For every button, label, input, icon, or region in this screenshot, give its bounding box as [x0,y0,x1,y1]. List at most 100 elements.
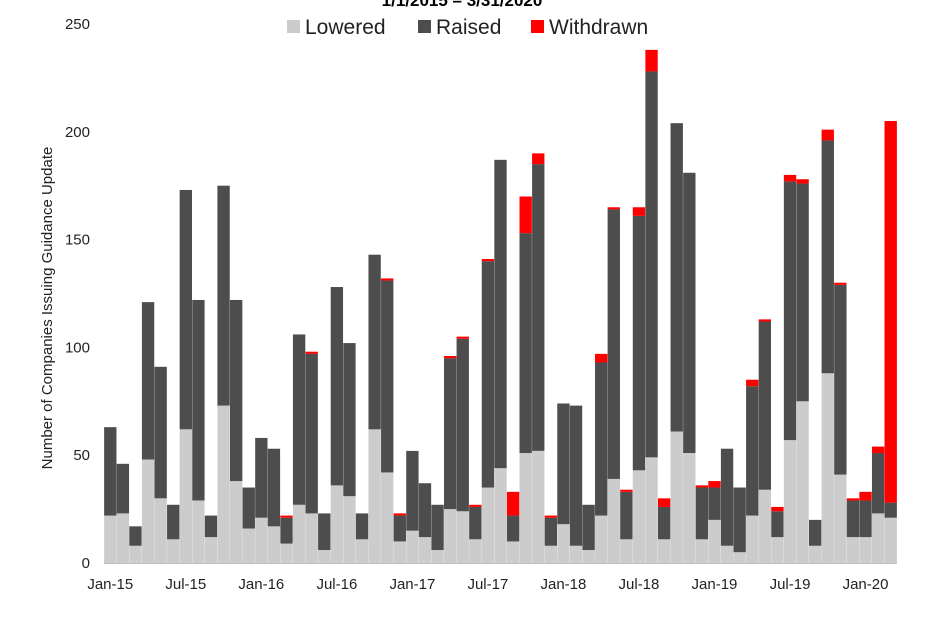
y-axis: 0 50 100 150 200 250 [65,16,90,572]
bar-raised-dec-18 [695,487,709,540]
bar-raised-mar-17 [431,504,444,551]
bar-raised-nov-15 [230,299,243,482]
bar-raised-nov-18 [683,172,696,454]
bar-lowered-nov-16 [381,472,394,563]
legend-swatch-raised [418,20,431,33]
bar-raised-dec-19 [846,500,860,538]
bar-raised-mar-19 [733,487,746,553]
bar-lowered-oct-19 [821,373,834,563]
bar-lowered-jun-17 [469,539,482,563]
bar-withdrawn-jun-18 [620,489,633,492]
bar-raised-feb-19 [720,448,734,546]
bar-lowered-jul-15 [179,429,192,563]
bar-lowered-jul-18 [632,470,646,563]
bar-withdrawn-nov-16 [381,278,394,281]
bar-lowered-apr-18 [595,515,608,563]
legend-label-raised: Raised [436,16,501,39]
x-axis: Jan-15 Jul-15 Jan-16 Jul-16 Jan-17 Jul-17 Jan-… [87,563,897,593]
bar-withdrawn-jul-19 [783,174,797,182]
chart-title: 1/1/2015 – 3/31/2020 [382,0,543,10]
bar-lowered-jan-17 [406,530,419,563]
bar-lowered-jun-15 [167,539,180,563]
bar-lowered-sep-15 [204,537,218,563]
bar-raised-may-16 [305,353,318,514]
x-tick-label: Jan-16 [238,576,284,593]
bar-lowered-dec-15 [242,528,255,563]
bar-lowered-dec-17 [544,545,558,563]
bar-raised-aug-16 [343,343,356,497]
bar-raised-aug-17 [494,159,507,469]
bar-withdrawn-jan-19 [708,481,721,488]
bar-raised-feb-18 [569,405,583,546]
y-tick-label: 50 [73,447,90,464]
bar-lowered-sep-17 [506,541,520,563]
bar-raised-jun-19 [771,511,784,538]
legend: Lowered Raised Withdrawn [287,16,648,39]
bar-raised-dec-15 [242,487,255,529]
bar-lowered-may-15 [154,498,167,563]
x-tick-label: Jan-19 [692,576,738,593]
bar-lowered-jun-18 [620,539,633,563]
y-axis-label: Number of Companies Issuing Guidance Upd… [39,147,56,470]
bar-raised-jan-19 [708,487,721,520]
bar-lowered-aug-19 [796,401,809,563]
bar-raised-mar-16 [280,517,293,544]
bar-raised-jan-17 [406,450,419,531]
bars [104,49,897,563]
bar-lowered-may-16 [305,513,318,563]
bar-raised-jun-18 [620,491,633,540]
bar-raised-dec-17 [544,517,558,546]
legend-swatch-lowered [287,20,300,33]
y-tick-label: 250 [65,16,90,33]
x-tick-label: Jul-19 [770,576,811,593]
bar-lowered-aug-16 [343,496,356,563]
bar-withdrawn-aug-19 [796,179,809,184]
bar-withdrawn-dec-18 [695,485,709,488]
legend-label-lowered: Lowered [305,16,386,39]
bar-lowered-nov-15 [230,481,243,563]
bar-raised-apr-15 [141,302,155,460]
bar-lowered-sep-19 [809,545,822,563]
bar-raised-apr-18 [595,362,608,516]
bar-withdrawn-feb-20 [871,446,885,454]
bar-withdrawn-dec-16 [393,513,406,516]
bar-raised-nov-19 [834,284,847,475]
x-tick-label: Jan-18 [541,576,587,593]
bar-lowered-dec-16 [393,541,406,563]
bar-lowered-mar-15 [129,545,142,563]
bar-raised-jun-16 [318,513,331,551]
bar-raised-jul-15 [179,190,192,430]
bar-raised-sep-16 [355,513,369,540]
bar-withdrawn-may-19 [758,319,772,322]
bar-lowered-sep-16 [355,539,369,563]
bar-withdrawn-dec-19 [846,498,860,501]
bar-raised-aug-15 [192,299,205,501]
bar-raised-jul-16 [330,287,344,486]
x-tick-label: Jul-15 [165,576,206,593]
bar-raised-jan-16 [255,437,268,518]
bar-lowered-jul-19 [783,440,797,563]
bar-lowered-apr-15 [141,459,155,563]
bar-raised-may-18 [607,209,620,479]
x-tick-label: Jan-20 [843,576,889,593]
bar-withdrawn-apr-18 [595,353,608,363]
bar-raised-oct-18 [670,123,683,432]
bar-raised-jan-15 [104,427,117,516]
bar-raised-sep-17 [506,515,520,542]
bar-lowered-nov-19 [834,474,847,563]
bar-raised-jun-17 [469,506,482,540]
bar-raised-sep-19 [809,519,822,546]
bar-lowered-jan-20 [859,537,872,563]
y-tick-label: 150 [65,232,90,249]
bar-lowered-mar-20 [884,517,897,563]
bar-withdrawn-oct-19 [821,129,834,141]
bar-withdrawn-jul-17 [481,259,495,262]
bar-lowered-jul-17 [481,487,495,563]
bar-raised-nov-17 [532,164,545,451]
bar-withdrawn-sep-18 [657,498,671,507]
bar-lowered-apr-17 [443,509,457,563]
bar-lowered-oct-18 [670,431,683,563]
bar-raised-mar-20 [884,502,897,518]
legend-label-withdrawn: Withdrawn [549,16,648,39]
